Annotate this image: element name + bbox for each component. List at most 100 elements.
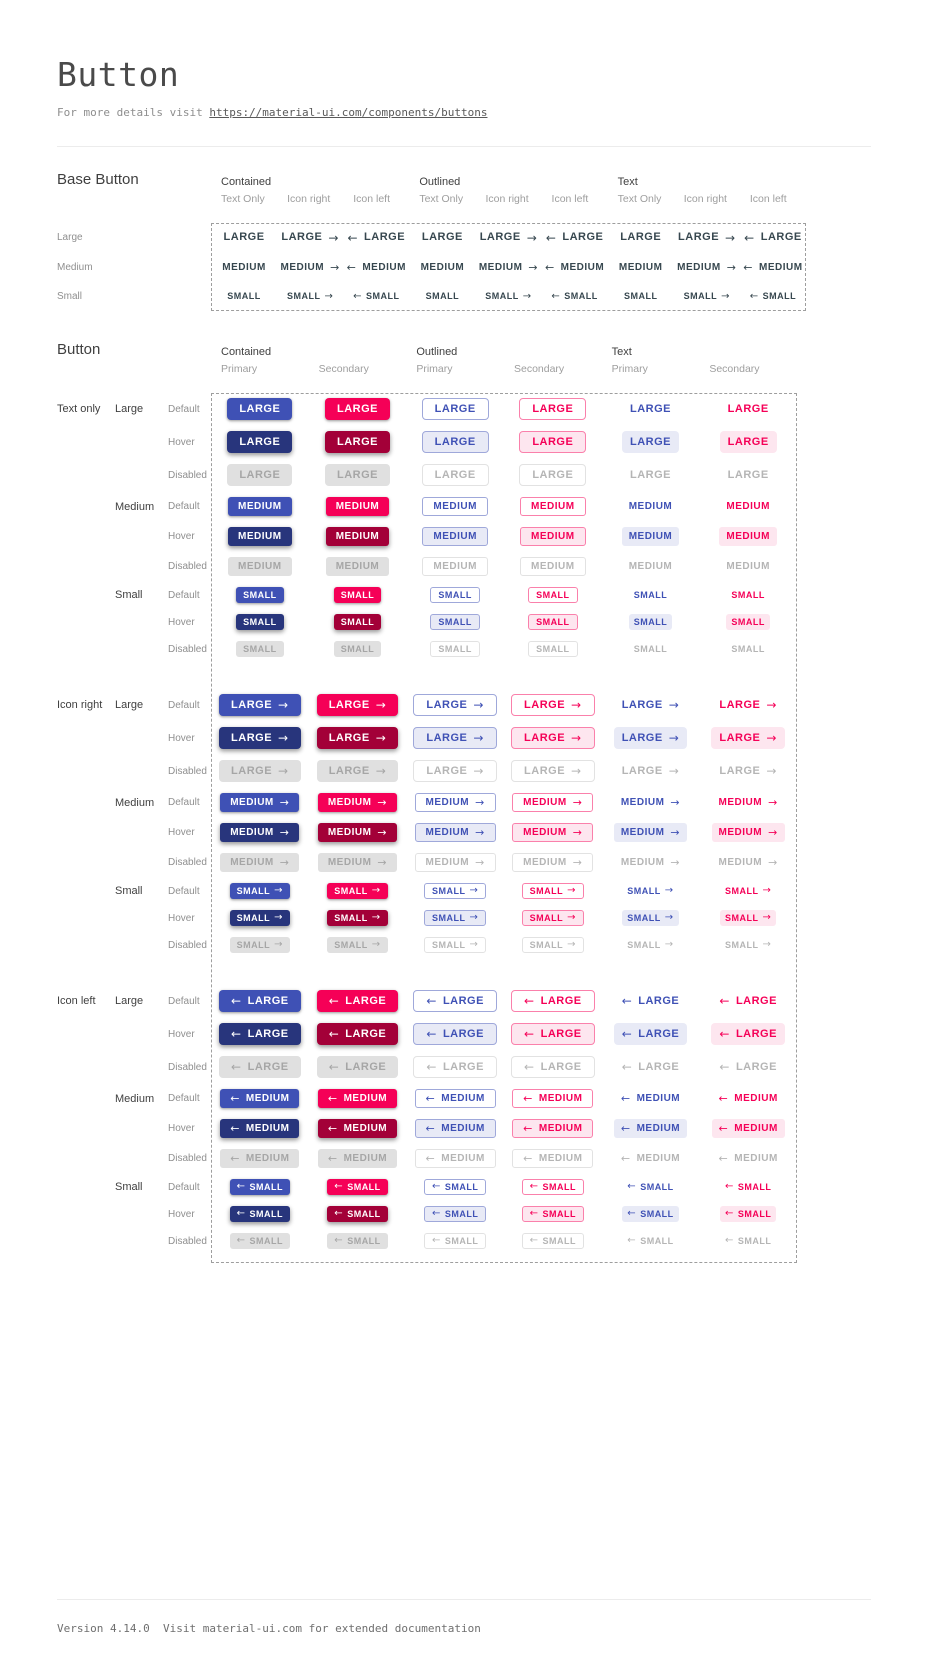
outlined-secondary-icon-left-medium-disabled-button[interactable]: ← MEDIUM: [512, 1149, 594, 1169]
contained-secondary-text-only-large-disabled-button[interactable]: LARGE: [324, 464, 390, 487]
text-primary-text-only-medium-default-button[interactable]: MEDIUM: [622, 497, 680, 516]
text-secondary-icon-right-medium-hover-button[interactable]: MEDIUM →: [711, 823, 785, 843]
outlined-primary-icon-left-medium-default-button[interactable]: ← MEDIUM: [414, 1089, 496, 1109]
text-primary-icon-right-small-default-button[interactable]: SMALL →: [622, 883, 678, 899]
base-outlined-text-only-large-button[interactable]: LARGE: [422, 227, 463, 249]
text-secondary-text-only-large-default-button[interactable]: LARGE: [720, 398, 777, 420]
base-text-text-only-large-button[interactable]: LARGE: [620, 227, 661, 249]
outlined-secondary-text-only-small-disabled-button[interactable]: SMALL: [528, 641, 578, 658]
base-text-icon-left-small-button[interactable]: ← SMALL: [750, 289, 796, 305]
contained-primary-text-only-small-default-button[interactable]: SMALL: [236, 587, 284, 604]
text-secondary-icon-left-medium-hover-button[interactable]: ← MEDIUM: [711, 1119, 785, 1139]
outlined-primary-icon-left-small-disabled-button[interactable]: ← SMALL: [423, 1233, 487, 1250]
base-contained-icon-right-large-button[interactable]: LARGE →: [281, 227, 339, 249]
text-secondary-text-only-medium-hover-button[interactable]: MEDIUM: [719, 527, 777, 547]
outlined-secondary-icon-right-large-hover-button[interactable]: LARGE →: [511, 727, 595, 750]
text-secondary-text-only-large-disabled-button[interactable]: LARGE: [720, 464, 777, 486]
outlined-primary-icon-right-small-default-button[interactable]: SMALL →: [423, 883, 487, 900]
outlined-primary-text-only-medium-hover-button[interactable]: MEDIUM: [422, 527, 488, 547]
outlined-primary-icon-left-large-hover-button[interactable]: ← LARGE: [413, 1023, 497, 1046]
contained-primary-icon-left-small-default-button[interactable]: ← SMALL: [229, 1179, 291, 1196]
contained-primary-icon-right-medium-hover-button[interactable]: MEDIUM →: [220, 823, 300, 843]
text-secondary-icon-left-small-hover-button[interactable]: ← SMALL: [719, 1206, 777, 1223]
contained-secondary-icon-right-small-default-button[interactable]: SMALL →: [327, 883, 388, 900]
text-secondary-icon-right-large-hover-button[interactable]: LARGE →: [711, 727, 785, 750]
contained-secondary-text-only-medium-hover-button[interactable]: MEDIUM: [325, 527, 390, 547]
contained-primary-icon-right-small-disabled-button[interactable]: SMALL →: [229, 937, 291, 954]
base-text-icon-left-medium-button[interactable]: ← MEDIUM: [743, 258, 802, 277]
text-primary-icon-right-small-hover-button[interactable]: SMALL →: [622, 910, 679, 927]
text-primary-icon-right-medium-default-button[interactable]: MEDIUM →: [614, 793, 687, 812]
text-secondary-icon-right-medium-default-button[interactable]: MEDIUM →: [712, 793, 785, 812]
outlined-secondary-text-only-large-disabled-button[interactable]: LARGE: [519, 464, 587, 487]
outlined-primary-icon-left-medium-disabled-button[interactable]: ← MEDIUM: [414, 1149, 496, 1169]
text-primary-icon-left-small-default-button[interactable]: ← SMALL: [622, 1179, 678, 1195]
text-primary-icon-left-small-hover-button[interactable]: ← SMALL: [622, 1206, 679, 1223]
outlined-secondary-icon-left-large-default-button[interactable]: ← LARGE: [511, 990, 595, 1013]
text-secondary-icon-left-medium-default-button[interactable]: ← MEDIUM: [712, 1089, 785, 1108]
contained-secondary-icon-right-large-hover-button[interactable]: LARGE →: [316, 727, 399, 750]
outlined-secondary-text-only-large-hover-button[interactable]: LARGE: [519, 431, 587, 454]
contained-primary-icon-left-small-hover-button[interactable]: ← SMALL: [229, 1206, 291, 1223]
contained-secondary-icon-left-small-hover-button[interactable]: ← SMALL: [327, 1206, 388, 1223]
outlined-secondary-icon-left-small-hover-button[interactable]: ← SMALL: [521, 1206, 585, 1223]
outlined-primary-icon-left-large-default-button[interactable]: ← LARGE: [413, 990, 497, 1013]
contained-primary-icon-right-small-default-button[interactable]: SMALL →: [229, 883, 291, 900]
text-primary-icon-left-medium-hover-button[interactable]: ← MEDIUM: [613, 1119, 688, 1139]
contained-secondary-icon-left-large-hover-button[interactable]: ← LARGE: [316, 1023, 399, 1046]
outlined-secondary-icon-left-medium-hover-button[interactable]: ← MEDIUM: [512, 1119, 594, 1139]
text-primary-icon-left-medium-disabled-button[interactable]: ← MEDIUM: [614, 1149, 687, 1168]
contained-secondary-text-only-small-hover-button[interactable]: SMALL: [333, 614, 382, 631]
contained-primary-icon-right-medium-disabled-button[interactable]: MEDIUM →: [220, 853, 300, 873]
contained-secondary-icon-left-small-disabled-button[interactable]: ← SMALL: [327, 1233, 388, 1250]
outlined-secondary-icon-left-small-disabled-button[interactable]: ← SMALL: [521, 1233, 585, 1250]
contained-secondary-icon-right-large-default-button[interactable]: LARGE →: [316, 694, 399, 717]
base-contained-icon-left-medium-button[interactable]: ← MEDIUM: [347, 258, 406, 277]
base-contained-icon-right-medium-button[interactable]: MEDIUM →: [281, 258, 340, 277]
outlined-secondary-icon-right-medium-hover-button[interactable]: MEDIUM →: [512, 823, 594, 843]
text-secondary-icon-right-large-default-button[interactable]: LARGE →: [711, 694, 785, 716]
text-secondary-icon-right-small-disabled-button[interactable]: SMALL →: [720, 937, 776, 953]
contained-secondary-text-only-medium-default-button[interactable]: MEDIUM: [325, 497, 390, 517]
contained-secondary-icon-right-small-disabled-button[interactable]: SMALL →: [327, 937, 388, 954]
base-text-text-only-medium-button[interactable]: MEDIUM: [619, 258, 663, 277]
contained-primary-icon-left-medium-disabled-button[interactable]: ← MEDIUM: [220, 1149, 300, 1169]
outlined-secondary-text-only-small-default-button[interactable]: SMALL: [528, 587, 578, 604]
outlined-secondary-icon-right-small-disabled-button[interactable]: SMALL →: [521, 937, 585, 954]
contained-secondary-icon-right-medium-default-button[interactable]: MEDIUM →: [317, 793, 398, 813]
text-primary-text-only-medium-hover-button[interactable]: MEDIUM: [621, 527, 680, 547]
outlined-primary-text-only-small-default-button[interactable]: SMALL: [430, 587, 480, 604]
text-secondary-icon-left-medium-disabled-button[interactable]: ← MEDIUM: [712, 1149, 785, 1168]
text-secondary-text-only-small-disabled-button[interactable]: SMALL: [726, 641, 770, 657]
contained-secondary-icon-right-medium-disabled-button[interactable]: MEDIUM →: [317, 853, 398, 873]
text-secondary-text-only-large-hover-button[interactable]: LARGE: [719, 431, 777, 454]
outlined-secondary-text-only-small-hover-button[interactable]: SMALL: [528, 614, 578, 631]
contained-primary-icon-right-large-hover-button[interactable]: LARGE →: [219, 727, 301, 750]
text-secondary-icon-right-large-disabled-button[interactable]: LARGE →: [711, 760, 785, 782]
outlined-primary-text-only-large-disabled-button[interactable]: LARGE: [421, 464, 489, 487]
outlined-primary-icon-right-medium-default-button[interactable]: MEDIUM →: [414, 793, 496, 813]
contained-primary-icon-left-medium-default-button[interactable]: ← MEDIUM: [220, 1089, 300, 1109]
contained-primary-text-only-medium-hover-button[interactable]: MEDIUM: [228, 527, 292, 547]
contained-secondary-icon-left-medium-default-button[interactable]: ← MEDIUM: [317, 1089, 398, 1109]
contained-secondary-text-only-medium-disabled-button[interactable]: MEDIUM: [325, 557, 390, 577]
base-contained-text-only-medium-button[interactable]: MEDIUM: [222, 258, 266, 277]
outlined-secondary-icon-left-small-default-button[interactable]: ← SMALL: [521, 1179, 585, 1196]
contained-primary-icon-left-large-hover-button[interactable]: ← LARGE: [219, 1023, 301, 1046]
contained-secondary-text-only-large-default-button[interactable]: LARGE: [324, 398, 390, 421]
contained-primary-icon-left-large-default-button[interactable]: ← LARGE: [219, 990, 301, 1013]
contained-primary-text-only-large-hover-button[interactable]: LARGE: [227, 431, 293, 454]
text-primary-text-only-large-disabled-button[interactable]: LARGE: [622, 464, 679, 486]
text-secondary-icon-left-small-default-button[interactable]: ← SMALL: [720, 1179, 776, 1195]
outlined-primary-icon-left-medium-hover-button[interactable]: ← MEDIUM: [414, 1119, 496, 1139]
contained-secondary-icon-left-large-disabled-button[interactable]: ← LARGE: [316, 1056, 399, 1079]
outlined-primary-icon-left-small-hover-button[interactable]: ← SMALL: [423, 1206, 487, 1223]
base-outlined-icon-right-medium-button[interactable]: MEDIUM →: [479, 258, 538, 277]
base-outlined-text-only-small-button[interactable]: SMALL: [426, 289, 460, 305]
contained-secondary-text-only-small-default-button[interactable]: SMALL: [333, 587, 382, 604]
contained-primary-icon-right-small-hover-button[interactable]: SMALL →: [229, 910, 291, 927]
base-text-text-only-small-button[interactable]: SMALL: [624, 289, 658, 305]
outlined-secondary-icon-right-medium-disabled-button[interactable]: MEDIUM →: [512, 853, 594, 873]
outlined-primary-text-only-medium-default-button[interactable]: MEDIUM: [422, 497, 488, 517]
contained-primary-icon-left-medium-hover-button[interactable]: ← MEDIUM: [220, 1119, 300, 1139]
